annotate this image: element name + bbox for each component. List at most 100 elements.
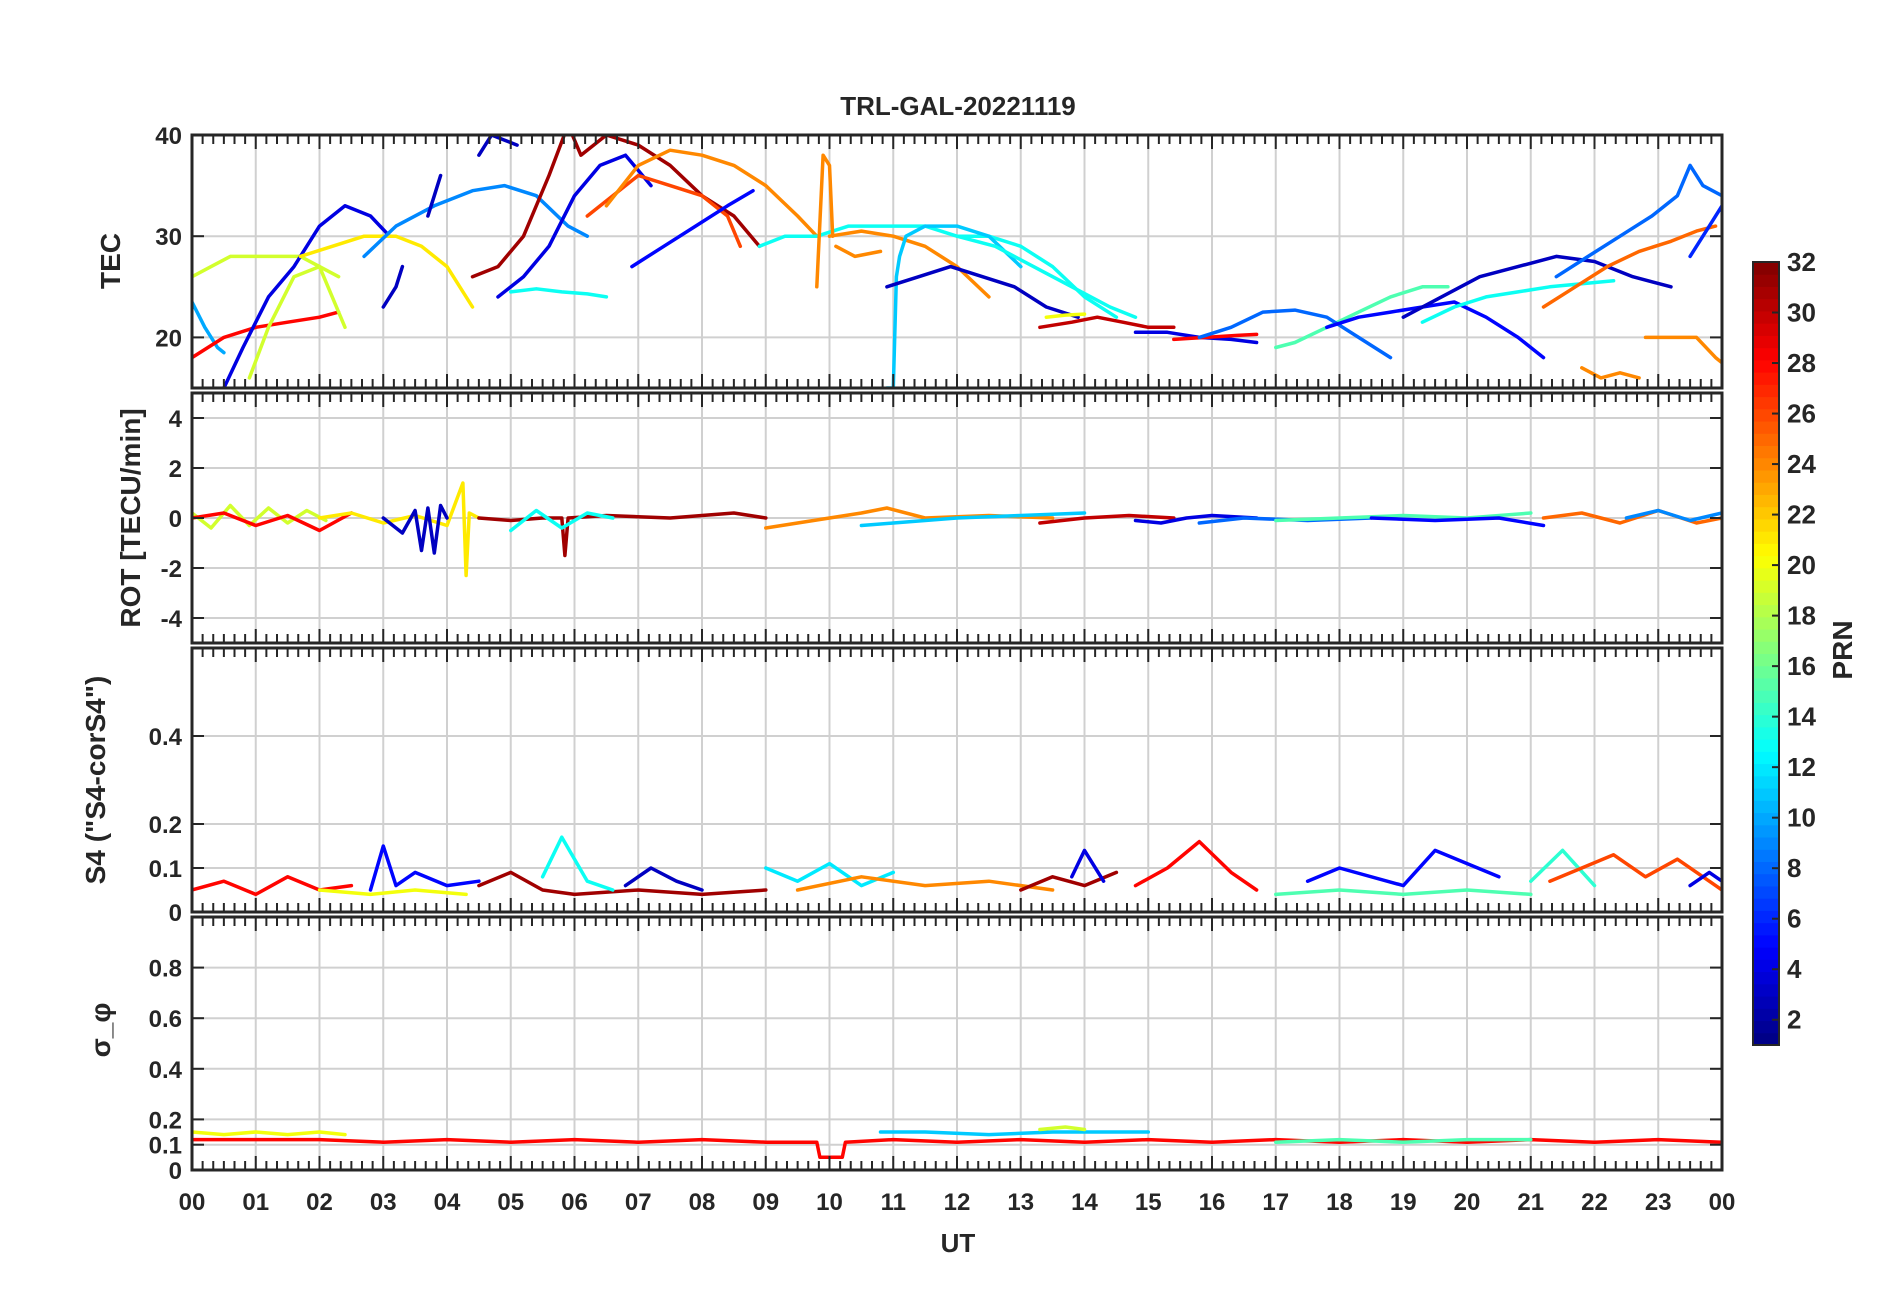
- series-line-prn-26: [1548, 853, 1722, 892]
- y-tick-label: 0.8: [149, 956, 182, 983]
- colorbar-segment: [1753, 469, 1779, 483]
- x-tick-label: 21: [1517, 1189, 1544, 1216]
- series-line-prn-3: [1401, 254, 1673, 319]
- x-tick-label: 12: [944, 1189, 971, 1216]
- colorbar-segment: [1753, 873, 1779, 887]
- series-line-prn-5: [630, 188, 755, 269]
- series-line-prn-31: [470, 135, 762, 279]
- colorbar-segment: [1753, 812, 1779, 826]
- x-tick-label: 00: [179, 1189, 206, 1216]
- colorbar-tick-label: 32: [1787, 247, 1816, 277]
- series-line-prn-5: [1325, 300, 1546, 360]
- colorbar-segment: [1753, 433, 1779, 447]
- colorbar-segment: [1753, 359, 1779, 373]
- x-tick-label: 18: [1326, 1189, 1353, 1216]
- colorbar-segment: [1753, 751, 1779, 765]
- colorbar-tick-label: 8: [1787, 853, 1801, 883]
- series-line-prn-30: [1038, 513, 1176, 525]
- colorbar-segment: [1753, 910, 1779, 924]
- series-line-prn-15: [1274, 888, 1533, 897]
- series-line-prn-3: [885, 264, 1080, 319]
- series-group: [192, 835, 1722, 897]
- x-tick-label: 20: [1454, 1189, 1481, 1216]
- y-tick-label: 0.4: [149, 1057, 183, 1084]
- colorbar-segment: [1753, 702, 1779, 716]
- y-tick-label: 0.2: [149, 812, 182, 839]
- series-line-prn-30: [1038, 315, 1176, 330]
- colorbar-segment: [1753, 408, 1779, 422]
- series-line-prn-3: [426, 173, 443, 218]
- series-line-prn-21: [317, 481, 481, 578]
- series-line-prn-19: [192, 503, 328, 530]
- series-line-prn-24: [1643, 335, 1722, 365]
- colorbar-segment: [1753, 739, 1779, 752]
- y-axis-label: σ_φ: [85, 1003, 116, 1058]
- series-line-prn-3: [381, 503, 449, 555]
- colorbar-segment: [1753, 983, 1779, 997]
- series-line-prn-31: [477, 870, 768, 897]
- colorbar-segment: [1753, 262, 1779, 275]
- colorbar-segment: [1753, 690, 1779, 703]
- series-line-prn-8: [1197, 308, 1393, 360]
- series-line-prn-11: [885, 224, 1023, 388]
- x-tick-label: 01: [242, 1189, 269, 1216]
- y-tick-label: 0.4: [149, 724, 183, 751]
- y-tick-label: 0: [169, 1158, 182, 1185]
- colorbar-segment: [1753, 580, 1779, 593]
- series-line-prn-31: [477, 511, 768, 558]
- colorbar-segment: [1753, 800, 1779, 814]
- series-line-prn-11: [878, 1130, 1151, 1137]
- series-line-prn-5: [1305, 848, 1501, 888]
- y-tick-label: 20: [155, 325, 182, 352]
- panel-s4: 0 0.1 0.2 0.4 S4 ("S4-corS4"): [80, 646, 1724, 927]
- colorbar-tick-label: 20: [1787, 550, 1816, 580]
- colorbar-segment: [1753, 494, 1779, 508]
- series-line-prn-15: [1274, 511, 1533, 523]
- x-tick-label: 03: [370, 1189, 397, 1216]
- series-line-prn-13: [509, 287, 609, 299]
- series-line-prn-12: [764, 861, 896, 888]
- series-line-prn-19: [192, 254, 341, 279]
- panel-rot: -4 -2 0 2 4 ROT [TECU/min]: [115, 391, 1724, 645]
- series-line-prn-13: [509, 508, 615, 533]
- series-line-prn-13: [540, 835, 615, 892]
- x-tick-label: 00: [1709, 1189, 1736, 1216]
- series-line-prn-6: [1688, 204, 1722, 259]
- series-line-prn-3: [623, 866, 704, 892]
- x-tick-label: 17: [1262, 1189, 1289, 1216]
- colorbar-segment: [1753, 555, 1779, 569]
- y-tick-label: 40: [155, 123, 182, 150]
- x-tick-label: 10: [816, 1189, 843, 1216]
- series-line-prn-24: [815, 153, 835, 289]
- colorbar-segment: [1753, 653, 1779, 667]
- series-line-prn-4: [1133, 513, 1259, 525]
- y-tick-label: 30: [155, 224, 182, 251]
- colorbar-segment: [1753, 885, 1779, 899]
- colorbar-segment: [1753, 1020, 1779, 1034]
- y-axis-label: S4 ("S4-corS4"): [80, 676, 111, 885]
- colorbar-tick-label: 24: [1787, 449, 1816, 479]
- colorbar-frame: [1752, 261, 1780, 1046]
- y-tick-label: 0: [169, 900, 182, 927]
- y-tick-label: 0.2: [149, 1107, 182, 1134]
- figure-title: TRL-GAL-20221119: [840, 91, 1076, 121]
- y-tick-label: 0: [169, 506, 182, 533]
- x-tick-label: 08: [689, 1189, 716, 1216]
- colorbar-tick-label: 26: [1787, 399, 1816, 429]
- colorbar-segment: [1753, 543, 1779, 557]
- colorbar-segment: [1753, 971, 1779, 985]
- series-line-prn-28: [1172, 332, 1259, 342]
- series-line-prn-28: [192, 511, 354, 533]
- y-tick-label: 4: [169, 406, 183, 433]
- x-axis-label: UT: [941, 1228, 976, 1258]
- series-line-prn-4: [1070, 848, 1106, 883]
- x-tick-label: 11: [881, 1189, 906, 1216]
- colorbar-segment: [1753, 592, 1779, 606]
- y-tick-label: 0.6: [149, 1006, 182, 1033]
- series-line-prn-9: [1624, 508, 1722, 523]
- series-line-prn-20: [317, 888, 468, 897]
- y-tick-label: -4: [161, 606, 183, 633]
- colorbar-segment: [1753, 726, 1779, 740]
